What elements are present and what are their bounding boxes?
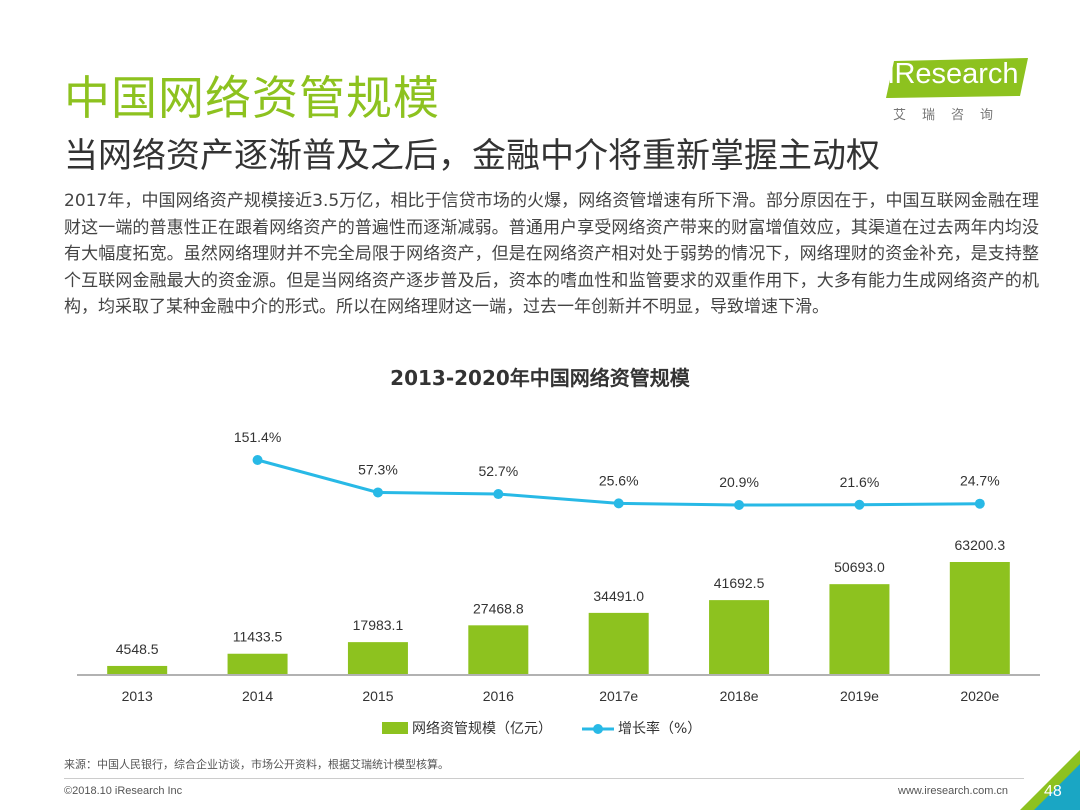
bar-label-2020e: 63200.3 — [955, 537, 1006, 553]
chart-title: 2013-2020年中国网络资管规模 — [390, 366, 690, 390]
growth-label-2016: 52.7% — [478, 463, 518, 479]
corner-decoration — [1020, 750, 1080, 810]
page-number: 48 — [1044, 783, 1062, 800]
legend-line-label: 增长率（%） — [618, 720, 701, 737]
growth-point-2016 — [493, 489, 504, 500]
bar-2015 — [347, 642, 408, 674]
bar-label-2018e: 41692.5 — [714, 575, 765, 591]
bar-2018e — [709, 600, 770, 674]
legend-bar-swatch — [382, 722, 408, 734]
logo-background — [886, 58, 1028, 98]
growth-label-2019e: 21.6% — [840, 474, 880, 490]
growth-point-2018e — [734, 500, 745, 510]
bar-2014 — [227, 653, 288, 674]
growth-point-2015 — [372, 487, 383, 498]
growth-label-2017e: 25.6% — [599, 472, 639, 488]
growth-label-2014: 151.4% — [234, 429, 281, 445]
bar-2019e — [829, 584, 890, 674]
website-link[interactable]: www.iresearch.com.cn — [898, 785, 1009, 797]
growth-point-2014 — [252, 455, 263, 465]
growth-point-2019e — [854, 499, 865, 510]
bar-2017e — [588, 612, 649, 674]
bar-label-2017e: 34491.0 — [593, 588, 644, 604]
footer-divider — [64, 778, 1024, 779]
bar-label-2019e: 50693.0 — [834, 559, 885, 575]
page-title: 中国网络资管规模 — [64, 71, 440, 125]
x-tick-2016: 2016 — [483, 688, 514, 704]
x-tick-2013: 2013 — [122, 688, 153, 704]
bar-label-2013: 4548.5 — [116, 641, 159, 657]
bar-label-2014: 11433.5 — [233, 629, 283, 645]
growth-point-2017e — [613, 498, 624, 509]
x-tick-2018e: 2018e — [720, 688, 759, 704]
body-paragraph: 2017年，中国网络资产规模接近3.5万亿，相比于信贷市场的火爆，网络资管增速有… — [64, 191, 1039, 317]
bar-label-2016: 27468.8 — [473, 600, 524, 616]
page-subtitle: 当网络资产逐渐普及之后，金融中介将重新掌握主动权 — [64, 136, 880, 176]
bar-2020e — [949, 562, 1010, 674]
x-tick-2014: 2014 — [242, 688, 273, 704]
bar-2016 — [468, 625, 529, 674]
iresearch-logo: iResearch — [888, 58, 1019, 90]
growth-label-2020e: 24.7% — [960, 473, 1000, 489]
x-tick-2017e: 2017e — [599, 688, 638, 704]
x-tick-2015: 2015 — [362, 688, 393, 704]
legend-bar-label: 网络资管规模（亿元） — [412, 721, 552, 737]
chart: 4548.5 2013 11433.5 2014 17983.1 2015 27468.8 2… — [77, 429, 1040, 737]
legend-line-marker — [593, 724, 603, 734]
bar-2013 — [107, 665, 168, 674]
copyright: ©2018.10 iResearch Inc — [64, 785, 183, 797]
growth-label-2018e: 20.9% — [719, 474, 759, 490]
growth-point-2020e — [974, 498, 985, 509]
growth-label-2015: 57.3% — [358, 461, 398, 477]
x-tick-2019e: 2019e — [840, 688, 879, 704]
bar-label-2015: 17983.1 — [353, 617, 404, 633]
source-note: 来源：中国人民银行，综合企业访谈，市场公开资料，根据艾瑞统计模型核算。 — [64, 758, 449, 771]
iresearch-logo-cn: 艾瑞咨询 — [893, 108, 1010, 123]
x-tick-2020e: 2020e — [960, 688, 999, 704]
